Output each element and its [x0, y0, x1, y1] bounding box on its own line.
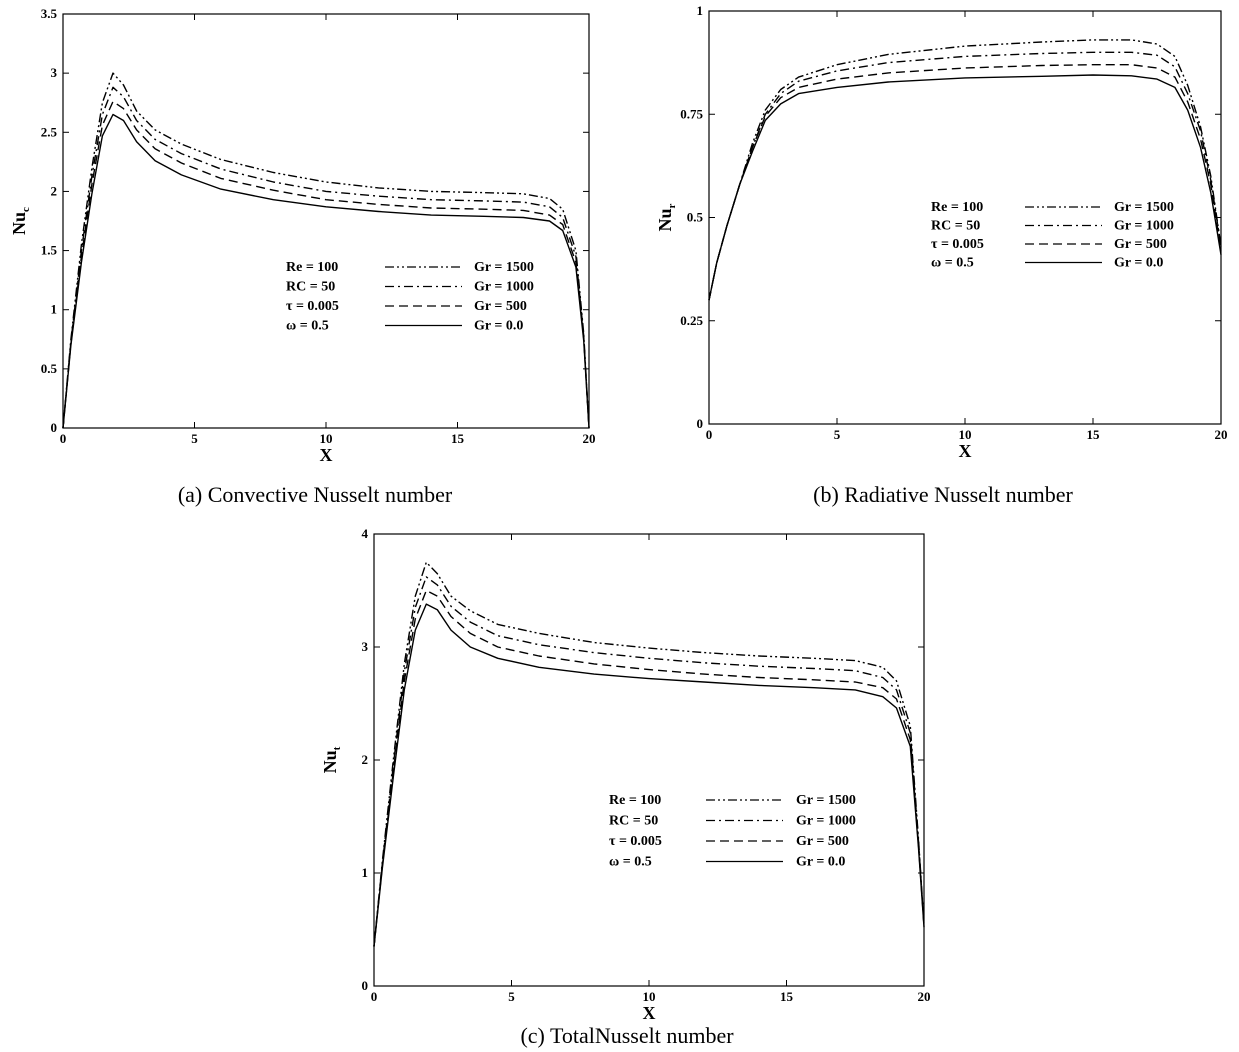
- series-line-2: [62, 100, 590, 429]
- legend-param: RC = 50: [609, 814, 658, 829]
- y-tick-label: 3: [362, 639, 369, 654]
- legend-label: Gr = 1500: [796, 793, 856, 808]
- legend-label: Gr = 500: [474, 299, 527, 314]
- series-line-3: [708, 74, 1222, 301]
- legend-label: Gr = 0.0: [796, 855, 845, 870]
- x-tick-label: 20: [1215, 427, 1228, 442]
- legend-param: RC = 50: [931, 219, 980, 234]
- legend-param: τ = 0.005: [931, 237, 984, 252]
- legend-label: Gr = 1000: [1114, 219, 1174, 234]
- y-tick-label: 0: [51, 420, 58, 435]
- y-tick-label: 2: [362, 752, 369, 767]
- x-axis-title: X: [643, 1003, 656, 1023]
- y-tick-label: 0: [362, 978, 369, 993]
- x-tick-label: 10: [320, 431, 333, 446]
- series-line-1: [62, 86, 590, 429]
- chart-caption-a: (a) Convective Nusselt number: [177, 482, 453, 507]
- y-axis-title-main: Nu: [320, 750, 340, 773]
- y-tick-label: 0.5: [687, 210, 704, 225]
- y-tick-label: 0: [697, 416, 704, 431]
- legend-param: Re = 100: [931, 200, 983, 215]
- x-axis-title: X: [959, 441, 972, 461]
- legend-param: ω = 0.5: [286, 319, 329, 334]
- legend-param: ω = 0.5: [609, 855, 652, 870]
- y-axis-title-sub: t: [331, 746, 343, 750]
- plot-frame: [708, 10, 1222, 425]
- y-axis-title-main: Nu: [655, 208, 675, 231]
- y-tick-label: 3: [51, 65, 58, 80]
- y-tick-label: 1: [51, 302, 58, 317]
- y-axis-title-sub: r: [666, 203, 678, 208]
- series-line-3: [62, 113, 590, 429]
- chart-panel-a: 0 5 10 15 20 0 0.5 1 1.5 2 2.5 3 3.5 X Nuc Re = 100 RC =…: [0, 0, 620, 520]
- chart-panel-b: 0 5 10 15 20 0 0.25 0.5 0.75 1 X Nur Re = 100 RC = 50…: [620, 0, 1239, 520]
- x-tick-label: 5: [508, 989, 515, 1004]
- x-tick-label: 0: [60, 431, 67, 446]
- series-line-0: [62, 72, 590, 429]
- y-tick-label: 1: [697, 3, 704, 18]
- x-axis-title: X: [320, 445, 333, 465]
- x-tick-label: 5: [191, 431, 198, 446]
- y-axis-title-main: Nu: [9, 212, 29, 235]
- chart-c: 0 5 10 15 20 0 1 2 3 4 X Nut Re = 100 RC = 50 τ = 0.00…: [320, 526, 931, 1023]
- legend-label: Gr = 0.0: [474, 319, 523, 334]
- y-axis-title: Nur: [655, 203, 678, 231]
- y-tick-label: 2.5: [41, 124, 58, 139]
- y-tick-label: 2: [51, 183, 58, 198]
- legend-label: Gr = 1000: [474, 280, 534, 295]
- series-line-3: [373, 603, 925, 947]
- legend-param: ω = 0.5: [931, 256, 974, 271]
- legend-param: Re = 100: [609, 793, 661, 808]
- x-tick-label: 15: [780, 989, 794, 1004]
- chart-caption-c: (c) TotalNusselt number: [520, 1023, 734, 1048]
- chart-a: 0 5 10 15 20 0 0.5 1 1.5 2 2.5 3 3.5 X Nuc Re = 100 RC =…: [9, 6, 596, 465]
- legend-label: Gr = 1000: [796, 814, 856, 829]
- x-tick-label: 15: [451, 431, 465, 446]
- series-line-1: [708, 51, 1222, 301]
- plot-frame: [62, 13, 590, 429]
- x-tick-label: 20: [918, 989, 931, 1004]
- y-tick-label: 1: [362, 865, 369, 880]
- legend-label: Gr = 500: [1114, 237, 1167, 252]
- x-tick-label: 5: [834, 427, 841, 442]
- x-tick-label: 15: [1087, 427, 1101, 442]
- chart-caption-b: (b) Radiative Nusselt number: [813, 482, 1073, 507]
- legend-param: Re = 100: [286, 260, 338, 275]
- legend-param: τ = 0.005: [286, 299, 339, 314]
- chart-b: 0 5 10 15 20 0 0.25 0.5 0.75 1 X Nur Re = 100 RC = 50…: [655, 3, 1228, 461]
- x-tick-label: 10: [959, 427, 972, 442]
- legend-param: RC = 50: [286, 280, 335, 295]
- x-tick-label: 20: [583, 431, 596, 446]
- x-tick-label: 0: [371, 989, 378, 1004]
- y-tick-label: 3.5: [41, 6, 58, 21]
- y-tick-label: 1.5: [41, 243, 58, 258]
- chart-panel-c: 0 5 10 15 20 0 1 2 3 4 X Nut Re = 100 RC = 50 τ = 0.00…: [300, 515, 960, 1052]
- y-axis-title-sub: c: [20, 207, 32, 212]
- x-tick-label: 0: [706, 427, 713, 442]
- legend-label: Gr = 1500: [474, 260, 534, 275]
- y-tick-label: 0.25: [680, 313, 703, 328]
- y-tick-label: 0.75: [680, 106, 703, 121]
- legend-label: Gr = 500: [796, 834, 849, 849]
- y-tick-label: 0.5: [41, 361, 58, 376]
- plot-frame: [373, 533, 925, 987]
- x-tick-label: 10: [643, 989, 656, 1004]
- y-tick-label: 4: [362, 526, 369, 541]
- series-line-0: [373, 561, 925, 947]
- series-line-2: [373, 589, 925, 947]
- legend-label: Gr = 1500: [1114, 200, 1174, 215]
- legend-label: Gr = 0.0: [1114, 256, 1163, 271]
- series-line-1: [373, 576, 925, 947]
- y-axis-title: Nuc: [9, 207, 32, 235]
- series-line-0: [708, 39, 1222, 301]
- y-axis-title: Nut: [320, 746, 343, 773]
- legend-param: τ = 0.005: [609, 834, 662, 849]
